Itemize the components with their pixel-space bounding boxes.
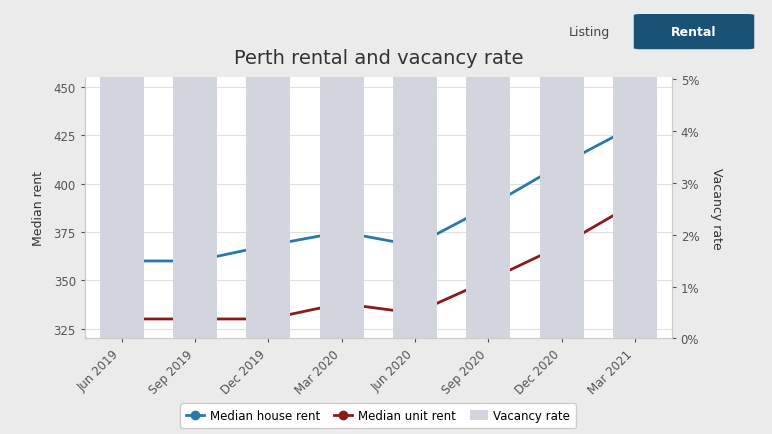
Bar <box>393 0 437 339</box>
Text: Listing: Listing <box>569 26 611 39</box>
Bar <box>246 0 290 339</box>
Title: Perth rental and vacancy rate: Perth rental and vacancy rate <box>234 49 523 68</box>
Bar <box>540 0 584 339</box>
Bar <box>100 0 144 339</box>
Y-axis label: Median rent: Median rent <box>32 171 46 246</box>
FancyBboxPatch shape <box>634 15 754 50</box>
Y-axis label: Vacancy rate: Vacancy rate <box>710 168 723 249</box>
Bar <box>320 0 364 339</box>
Text: Rental: Rental <box>672 26 716 39</box>
Bar <box>173 0 217 339</box>
Legend: Median house rent, Median unit rent, Vacancy rate: Median house rent, Median unit rent, Vac… <box>181 403 576 428</box>
Bar <box>466 0 510 339</box>
Bar <box>613 0 657 339</box>
